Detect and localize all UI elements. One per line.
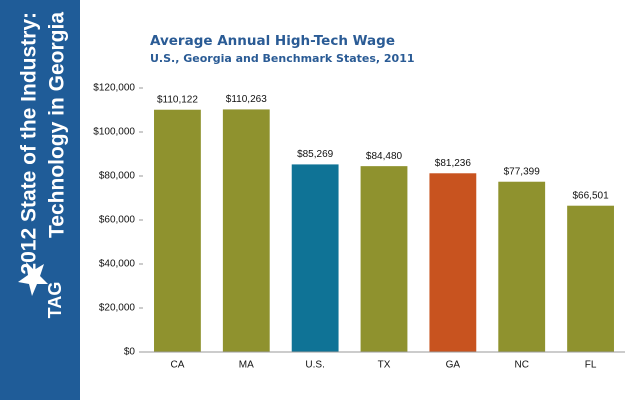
logo-text: TAG — [45, 282, 65, 319]
bar — [429, 173, 477, 352]
value-label: $66,501 — [572, 190, 609, 201]
sidebar — [0, 0, 80, 400]
x-tick-label: MA — [239, 360, 254, 371]
x-tick-label: FL — [585, 360, 597, 371]
value-label: $84,480 — [366, 151, 403, 162]
x-tick-label: GA — [446, 360, 461, 371]
chart-subtitle: U.S., Georgia and Benchmark States, 2011 — [150, 52, 415, 65]
bar — [154, 109, 201, 352]
logo-star — [18, 262, 48, 296]
x-tick-label: TX — [378, 360, 391, 371]
y-tick-label: $80,000 — [99, 171, 136, 182]
bar — [222, 109, 270, 352]
y-tick-label: $20,000 — [99, 303, 136, 314]
x-tick-label: U.S. — [305, 360, 324, 371]
y-tick-label: $40,000 — [99, 259, 136, 270]
value-label: $110,122 — [157, 94, 198, 105]
bar — [498, 181, 546, 352]
y-tick-label: $60,000 — [99, 215, 136, 226]
chart-title: Average Annual High-Tech Wage — [150, 33, 395, 49]
bar — [567, 205, 614, 352]
y-tick-label: $120,000 — [93, 83, 135, 94]
x-tick-label: CA — [170, 360, 184, 371]
value-label: $77,399 — [504, 166, 541, 177]
value-label: $85,269 — [297, 149, 334, 160]
x-tick-label: NC — [514, 360, 528, 371]
y-tick-label: $0 — [124, 347, 136, 358]
sidebar-title: 2012 State of the Industry: — [18, 12, 41, 275]
bar — [360, 166, 408, 352]
sidebar-title: Technology in Georgia — [46, 12, 69, 238]
value-label: $110,263 — [226, 94, 267, 105]
y-tick-label: $100,000 — [93, 127, 135, 138]
value-label: $81,236 — [435, 158, 472, 169]
bar — [291, 164, 339, 352]
logo: TAG — [18, 262, 65, 318]
